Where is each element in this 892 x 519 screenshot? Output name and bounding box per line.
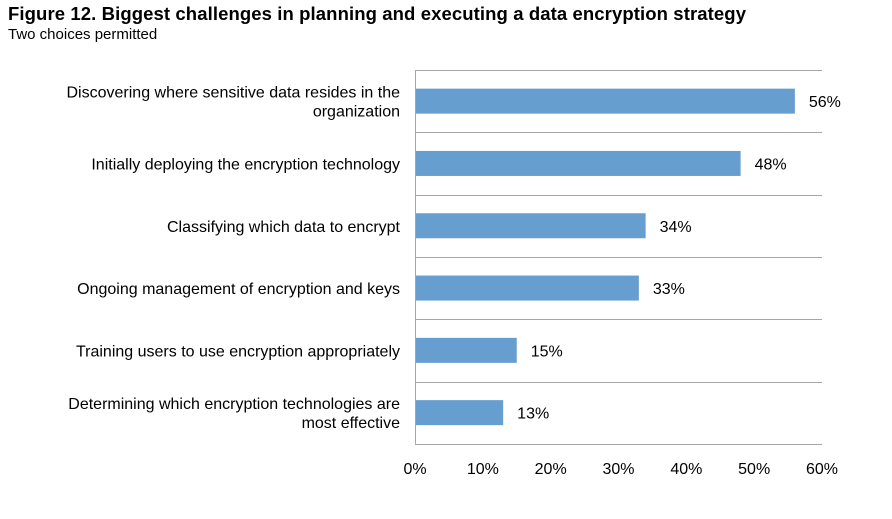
category-label: organization — [313, 104, 400, 121]
value-labels: 56% 48% 34% 33% 15% 13% — [517, 94, 841, 423]
figure-subtitle: Two choices permitted — [8, 26, 158, 43]
bar — [416, 400, 504, 426]
category-label: Training users to use encryption appropr… — [76, 343, 400, 360]
figure-title: Figure 12. Biggest challenges in plannin… — [8, 3, 747, 24]
bar — [416, 337, 517, 363]
category-label: Determining which encryption technologie… — [68, 396, 400, 413]
category-labels: Discovering where sensitive data resides… — [67, 85, 401, 432]
x-tick-label: 40% — [670, 461, 702, 478]
x-tick-label: 0% — [403, 461, 426, 478]
x-tick-label: 50% — [738, 461, 770, 478]
bar — [416, 213, 646, 239]
value-label: 33% — [653, 281, 685, 298]
x-axis-ticks: 0% 10% 20% 30% 40% 50% 60% — [403, 461, 838, 478]
bar — [416, 275, 639, 301]
x-tick-label: 10% — [467, 461, 499, 478]
value-label: 15% — [531, 343, 563, 360]
bar — [416, 88, 795, 114]
value-label: 13% — [517, 406, 549, 423]
bars — [416, 88, 795, 426]
value-label: 34% — [660, 219, 692, 236]
category-label: Classifying which data to encrypt — [167, 219, 401, 236]
x-tick-label: 60% — [806, 461, 838, 478]
category-label: Ongoing management of encryption and key… — [77, 281, 400, 298]
grid-lines — [415, 70, 822, 445]
value-label: 48% — [755, 156, 787, 173]
category-label: Discovering where sensitive data resides… — [67, 85, 401, 102]
x-tick-label: 20% — [535, 461, 567, 478]
value-label: 56% — [809, 94, 841, 111]
category-label: Initially deploying the encryption techn… — [91, 156, 400, 173]
x-tick-label: 30% — [602, 461, 634, 478]
bar — [416, 150, 741, 176]
category-label: most effective — [302, 415, 401, 432]
